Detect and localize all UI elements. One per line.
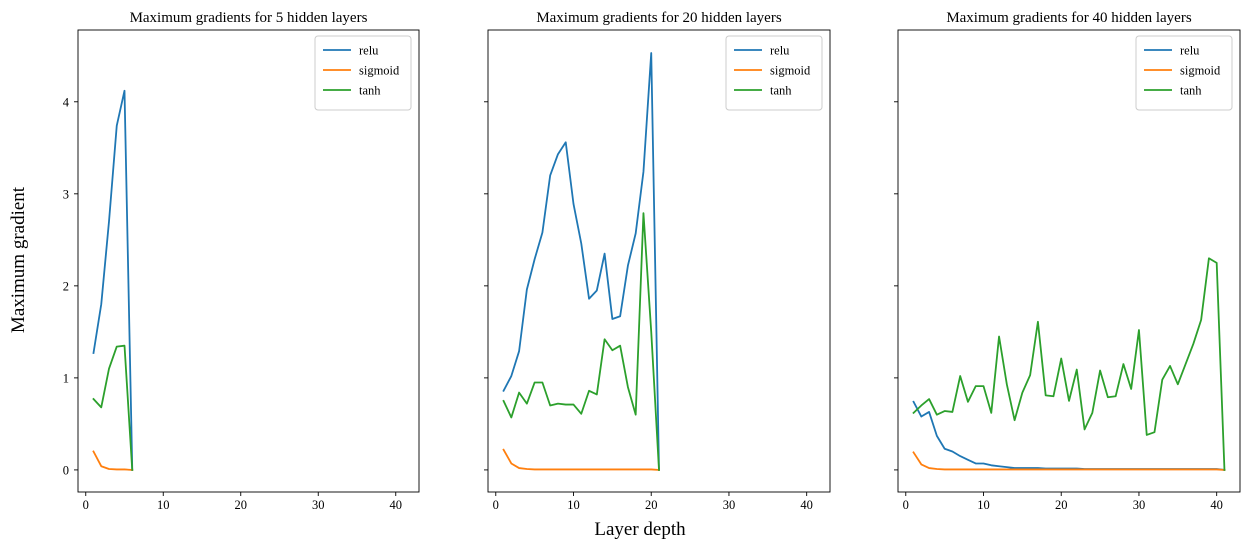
y-tick-label: 3 [63, 187, 69, 201]
legend-label-tanh: tanh [359, 84, 381, 98]
legend-label-sigmoid: sigmoid [770, 64, 811, 78]
x-tick-label: 0 [903, 498, 909, 512]
x-tick-label: 20 [235, 498, 248, 512]
legend-label-tanh: tanh [1180, 84, 1202, 98]
series-line-sigmoid [912, 451, 1226, 471]
legend-label-sigmoid: sigmoid [359, 64, 400, 78]
x-tick-label: 40 [800, 498, 813, 512]
subplot-title: Maximum gradients for 40 hidden layers [946, 10, 1192, 26]
legend: relu sigmoid tanh [1135, 35, 1233, 111]
x-tick-label: 40 [390, 498, 403, 512]
x-tick-label: 0 [83, 498, 89, 512]
legend-label-sigmoid: sigmoid [1180, 64, 1221, 78]
x-tick-label: 30 [312, 498, 325, 512]
legend-label-relu: relu [359, 44, 379, 58]
subplot-title: Maximum gradients for 20 hidden layers [536, 10, 782, 26]
legend-label-relu: relu [770, 44, 790, 58]
axes-frame [897, 29, 1241, 493]
y-tick-label: 0 [63, 463, 69, 477]
series-line-sigmoid [502, 448, 660, 471]
x-tick-label: 0 [493, 498, 499, 512]
series-line-relu [912, 400, 1226, 471]
legend-box [1135, 35, 1233, 111]
x-tick-label: 40 [1210, 498, 1223, 512]
legend: relu sigmoid tanh [725, 35, 823, 111]
subplot-2: Maximum gradients for 20 hidden layers 0 1… [484, 10, 831, 512]
subplot-title: Maximum gradients for 5 hidden layers [130, 10, 368, 26]
series-line-tanh [502, 212, 660, 471]
legend-box [314, 35, 412, 111]
series-line-relu [502, 52, 660, 471]
series-line-tanh [912, 257, 1226, 471]
legend-box [725, 35, 823, 111]
legend-label-relu: relu [1180, 44, 1200, 58]
series-line-relu [92, 89, 134, 471]
figure-x-axis-label: Layer depth [594, 519, 686, 540]
legend: relu sigmoid tanh [314, 35, 412, 111]
x-tick-label: 20 [1055, 498, 1068, 512]
series-line-tanh [92, 344, 134, 471]
series-line-sigmoid [92, 450, 134, 471]
x-tick-label: 10 [157, 498, 170, 512]
x-tick-label: 10 [567, 498, 580, 512]
subplot-3: Maximum gradients for 40 hidden layers 0 1… [894, 10, 1241, 512]
legend-label-tanh: tanh [770, 84, 792, 98]
y-tick-label: 2 [63, 279, 69, 293]
y-tick-label: 4 [63, 95, 70, 109]
x-tick-label: 30 [1133, 498, 1146, 512]
x-tick-label: 30 [723, 498, 736, 512]
y-tick-label: 1 [63, 371, 69, 385]
figure-y-axis-label: Maximum gradient [8, 186, 29, 333]
axes-frame [487, 29, 831, 493]
axes-frame [77, 29, 420, 493]
x-tick-label: 20 [645, 498, 658, 512]
x-tick-label: 10 [977, 498, 990, 512]
